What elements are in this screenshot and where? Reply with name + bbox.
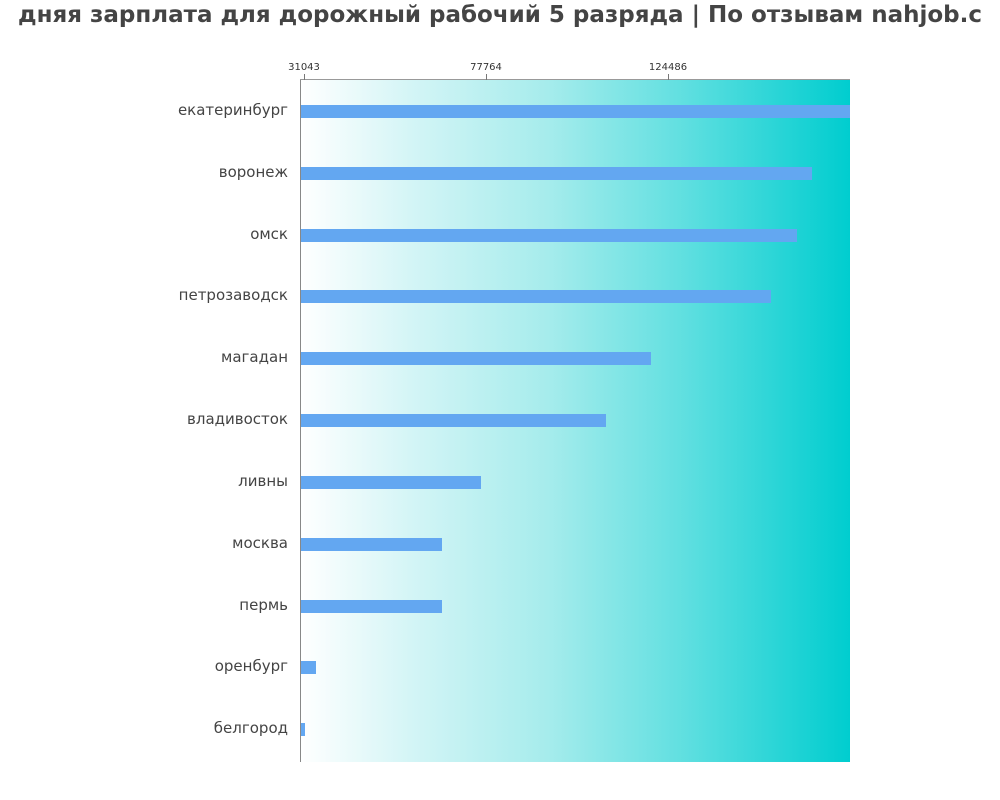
category-label: белгород — [213, 719, 288, 737]
x-tick-mark — [668, 74, 669, 80]
x-tick-label: 31043 — [288, 62, 320, 73]
bar — [301, 476, 481, 489]
category-label: екатеринбург — [177, 101, 288, 119]
bar — [301, 105, 850, 118]
category-label: ливны — [238, 472, 288, 490]
category-label: петрозаводск — [178, 286, 288, 304]
bar — [301, 229, 797, 242]
chart-title: дняя зарплата для дорожный рабочий 5 раз… — [17, 2, 983, 28]
x-tick-mark — [486, 74, 487, 80]
category-label: владивосток — [187, 410, 288, 428]
bar — [301, 723, 305, 736]
category-label: оренбург — [214, 657, 288, 675]
category-label: омск — [250, 225, 288, 243]
bar — [301, 600, 442, 613]
x-tick-label: 77764 — [470, 62, 502, 73]
bar — [301, 290, 771, 303]
x-tick-mark — [304, 74, 305, 80]
x-tick-label: 124486 — [648, 62, 688, 73]
bar — [301, 661, 316, 674]
bar — [301, 414, 606, 427]
bar — [301, 352, 651, 365]
category-label: пермь — [239, 596, 288, 614]
category-label: магадан — [221, 348, 288, 366]
category-label: воронеж — [218, 163, 288, 181]
bar — [301, 167, 812, 180]
x-axis-line — [300, 79, 850, 80]
category-label: москва — [232, 534, 288, 552]
y-axis-line — [300, 80, 301, 762]
bar — [301, 538, 442, 551]
